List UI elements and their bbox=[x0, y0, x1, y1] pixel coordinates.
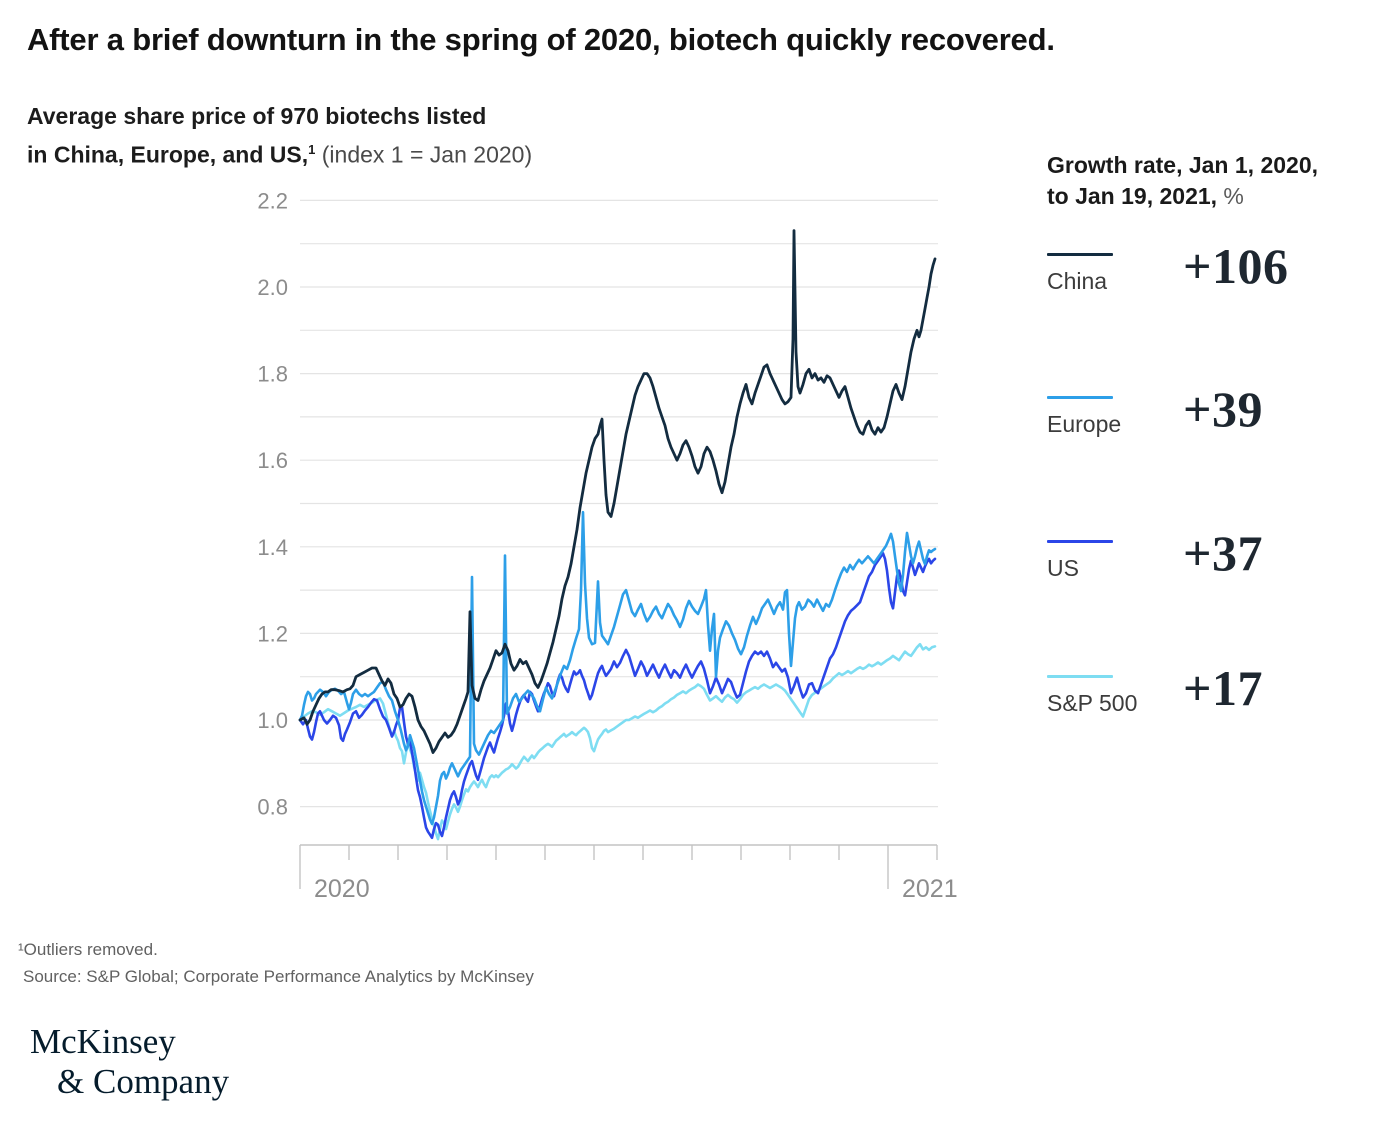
svg-text:1.6: 1.6 bbox=[257, 448, 288, 473]
footnote-marker: 1 bbox=[308, 142, 316, 157]
footnote-outliers: ¹Outliers removed. bbox=[18, 940, 158, 959]
logo-line1: McKinsey bbox=[30, 1022, 176, 1061]
svg-text:0.8: 0.8 bbox=[257, 795, 288, 820]
legend-label-europe: Europe bbox=[1047, 411, 1122, 437]
svg-text:1.0: 1.0 bbox=[257, 708, 288, 733]
svg-text:2021: 2021 bbox=[902, 875, 958, 903]
chart-subtitle-line2: in China, Europe, and US,1 (index 1 = Ja… bbox=[27, 141, 533, 168]
legend-item-us: US +37 bbox=[1047, 525, 1377, 650]
growth-value-europe: +39 bbox=[1183, 381, 1263, 437]
sp500-line-swatch bbox=[1047, 675, 1113, 678]
growth-value-sp500: +17 bbox=[1183, 660, 1263, 716]
price-chart: 0.8 1.0 1.2 1.4 1.6 1.8 2.0 2.2 2020 2021 bbox=[230, 188, 970, 920]
footnotes: ¹Outliers removed. Source: S&P Global; C… bbox=[18, 936, 534, 990]
chart-subtitle-line1: Average share price of 970 biotechs list… bbox=[27, 103, 487, 129]
svg-text:1.4: 1.4 bbox=[257, 535, 288, 560]
svg-text:2020: 2020 bbox=[314, 875, 370, 903]
legend-item-sp500: S&P 500 +17 bbox=[1047, 660, 1377, 785]
source-line: Source: S&P Global; Corporate Performanc… bbox=[23, 967, 534, 986]
us-line-swatch bbox=[1047, 540, 1113, 543]
price-chart-svg: 0.8 1.0 1.2 1.4 1.6 1.8 2.0 2.2 2020 2021 bbox=[257, 188, 958, 903]
growth-value-china: +106 bbox=[1183, 238, 1289, 294]
europe-line-swatch bbox=[1047, 396, 1113, 399]
logo-line2: & Company bbox=[57, 1062, 230, 1101]
legend-label-us: US bbox=[1047, 555, 1079, 581]
mckinsey-logo: McKinsey & Company bbox=[30, 1022, 229, 1102]
growth-value-us: +37 bbox=[1183, 525, 1263, 581]
legend-label-sp500: S&P 500 bbox=[1047, 690, 1138, 716]
china-line-swatch bbox=[1047, 253, 1113, 256]
svg-text:1.8: 1.8 bbox=[257, 362, 288, 387]
page-title: After a brief downturn in the spring of … bbox=[27, 22, 1055, 57]
legend-item-china: China +106 bbox=[1047, 238, 1377, 363]
chart-subtitle: Average share price of 970 biotechs list… bbox=[27, 99, 727, 172]
svg-text:1.2: 1.2 bbox=[257, 621, 288, 646]
legend-header: Growth rate, Jan 1, 2020, to Jan 19, 202… bbox=[1047, 152, 1319, 209]
svg-text:2.2: 2.2 bbox=[257, 190, 288, 213]
legend-label-china: China bbox=[1047, 268, 1108, 294]
legend-unit: % bbox=[1217, 183, 1244, 209]
legend-item-europe: Europe +39 bbox=[1047, 381, 1377, 506]
svg-text:2.0: 2.0 bbox=[257, 275, 288, 300]
